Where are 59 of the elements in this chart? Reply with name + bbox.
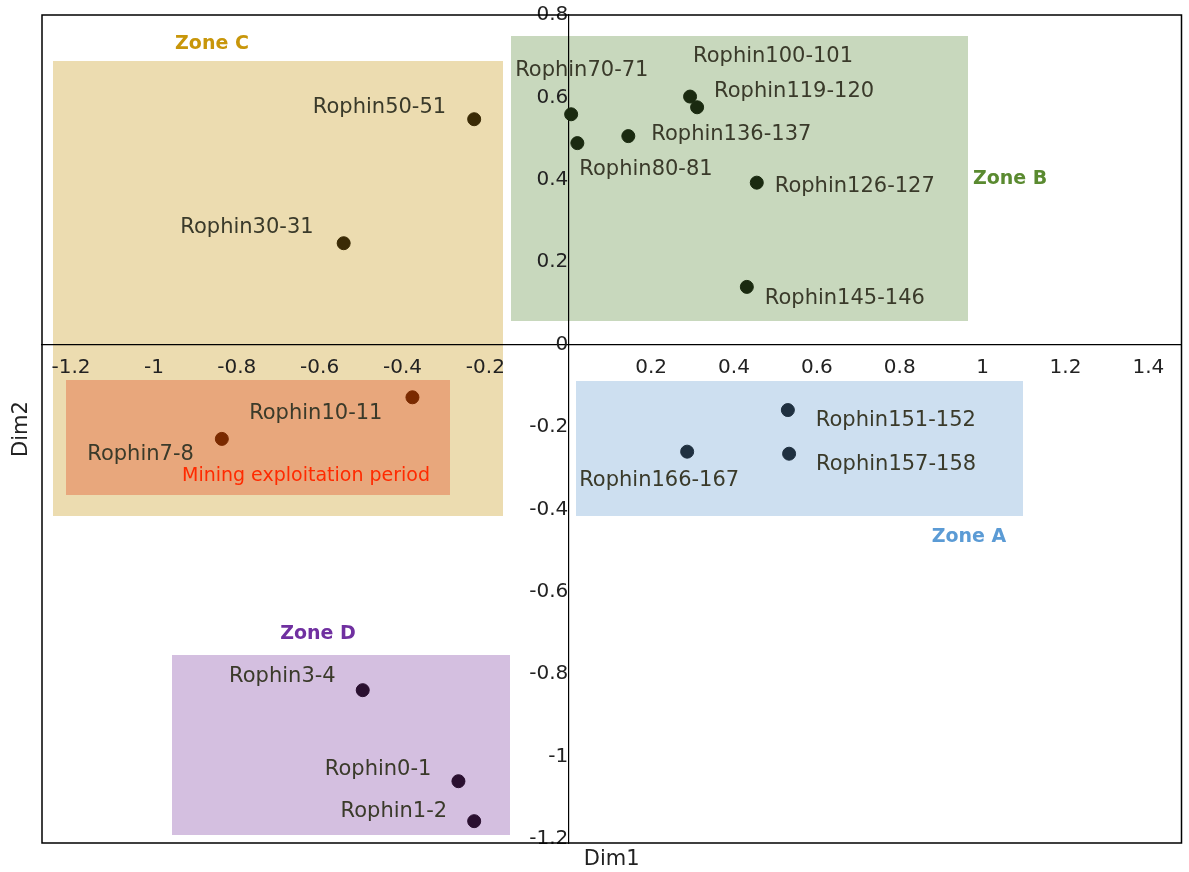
y-tick-label: 0.2 [536, 248, 569, 273]
annotation: Zone A [931, 523, 1007, 546]
point [336, 236, 351, 251]
annotation: Rophin126-127 [774, 173, 935, 198]
x-tick-label: -0.2 [465, 353, 505, 378]
point [467, 814, 482, 829]
point [467, 112, 482, 127]
x-tick-label: 1.4 [1132, 353, 1165, 378]
annotation: Rophin50-51 [312, 93, 447, 118]
point [621, 129, 636, 144]
annotation: Rophin119-120 [714, 77, 875, 102]
point [564, 107, 579, 122]
annotation: Rophin30-31 [180, 213, 314, 238]
x-tick-label: -1.2 [51, 353, 91, 378]
point [782, 446, 797, 461]
annotation: Rophin157-158 [816, 451, 977, 476]
x-tick-label: -1 [143, 353, 164, 378]
annotation: Rophin0-1 [324, 755, 432, 780]
annotation: Rophin1-2 [340, 797, 448, 822]
annotation: Rophin100-101 [693, 43, 854, 68]
annotation: Rophin3-4 [229, 662, 336, 687]
annotation: Rophin10-11 [249, 399, 383, 424]
annotation: Zone C [175, 30, 249, 53]
x-tick-label: 0.8 [883, 353, 916, 378]
y-tick-label: -0.8 [529, 660, 569, 685]
point [355, 683, 370, 698]
annotation: Zone D [280, 620, 356, 643]
annotation: Rophin80-81 [579, 155, 713, 180]
point [214, 431, 229, 446]
x-axis-title: Dim1 [583, 846, 640, 871]
y-tick-label: -0.4 [529, 495, 569, 520]
y-tick-label: -1 [548, 742, 569, 767]
point [683, 89, 698, 104]
point [690, 100, 705, 115]
x-tick-label: -0.6 [300, 353, 340, 378]
x-tick-label: 0.2 [635, 353, 668, 378]
point [570, 136, 585, 151]
y-tick-label: -0.2 [529, 413, 569, 438]
annotation: Zone B [973, 165, 1048, 188]
annotation: Rophin166-167 [579, 467, 740, 492]
annotation: Rophin151-152 [815, 406, 976, 431]
point [405, 390, 420, 405]
y-axis-title: Dim2 [8, 401, 33, 457]
point [680, 444, 695, 459]
x-tick-label: 1.2 [1049, 353, 1082, 378]
annotation: Rophin145-146 [764, 285, 925, 310]
y-tick-label: -0.6 [529, 577, 569, 602]
point [739, 279, 754, 294]
point [780, 403, 795, 418]
x-tick-label: 0.4 [718, 353, 750, 378]
x-tick-label: -0.8 [217, 353, 257, 378]
x-tick-label: 0.6 [800, 353, 833, 378]
x-tick-label: 1 [976, 353, 989, 378]
point [451, 774, 466, 789]
annotation: Rophin136-137 [651, 120, 812, 145]
x-tick-label: -0.4 [382, 353, 423, 378]
point [749, 175, 764, 190]
y-tick-label: 0.6 [536, 83, 569, 108]
y-tick-label: 0.4 [536, 165, 569, 190]
